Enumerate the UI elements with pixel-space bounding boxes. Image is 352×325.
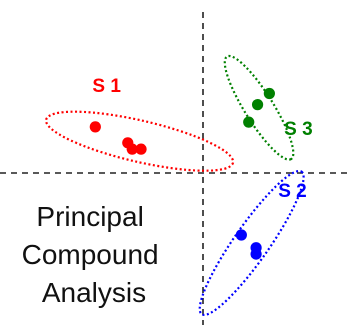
data-point-s2-1 [235, 229, 247, 241]
group-label-s1: S 1 [92, 76, 121, 97]
data-point-s3-2 [251, 99, 264, 111]
cluster-ellipse-s1 [44, 110, 235, 172]
caption-line-1: Principal [36, 201, 143, 232]
data-point-s1-1 [89, 121, 101, 133]
data-point-s3-1 [263, 87, 275, 100]
data-point-s1-4 [135, 143, 147, 155]
data-point-s1-3 [126, 143, 138, 155]
caption-line-3: Analysis [42, 277, 146, 308]
data-point-s2-3 [250, 248, 262, 260]
cluster-ellipse-s3 [223, 54, 295, 161]
cluster-ellipse-s2 [198, 169, 305, 317]
pca-caption: Principal Compound Analysis [22, 201, 167, 308]
caption-line-2: Compound [22, 239, 159, 270]
axes-group [0, 12, 352, 325]
group-label-s2: S 2 [278, 181, 307, 202]
data-points [89, 87, 275, 260]
group-label-s3: S 3 [284, 119, 313, 140]
data-point-s3-3 [243, 116, 255, 128]
group-labels: S 1 S 3 S 2 [92, 76, 312, 202]
cluster-ellipses [44, 54, 305, 317]
